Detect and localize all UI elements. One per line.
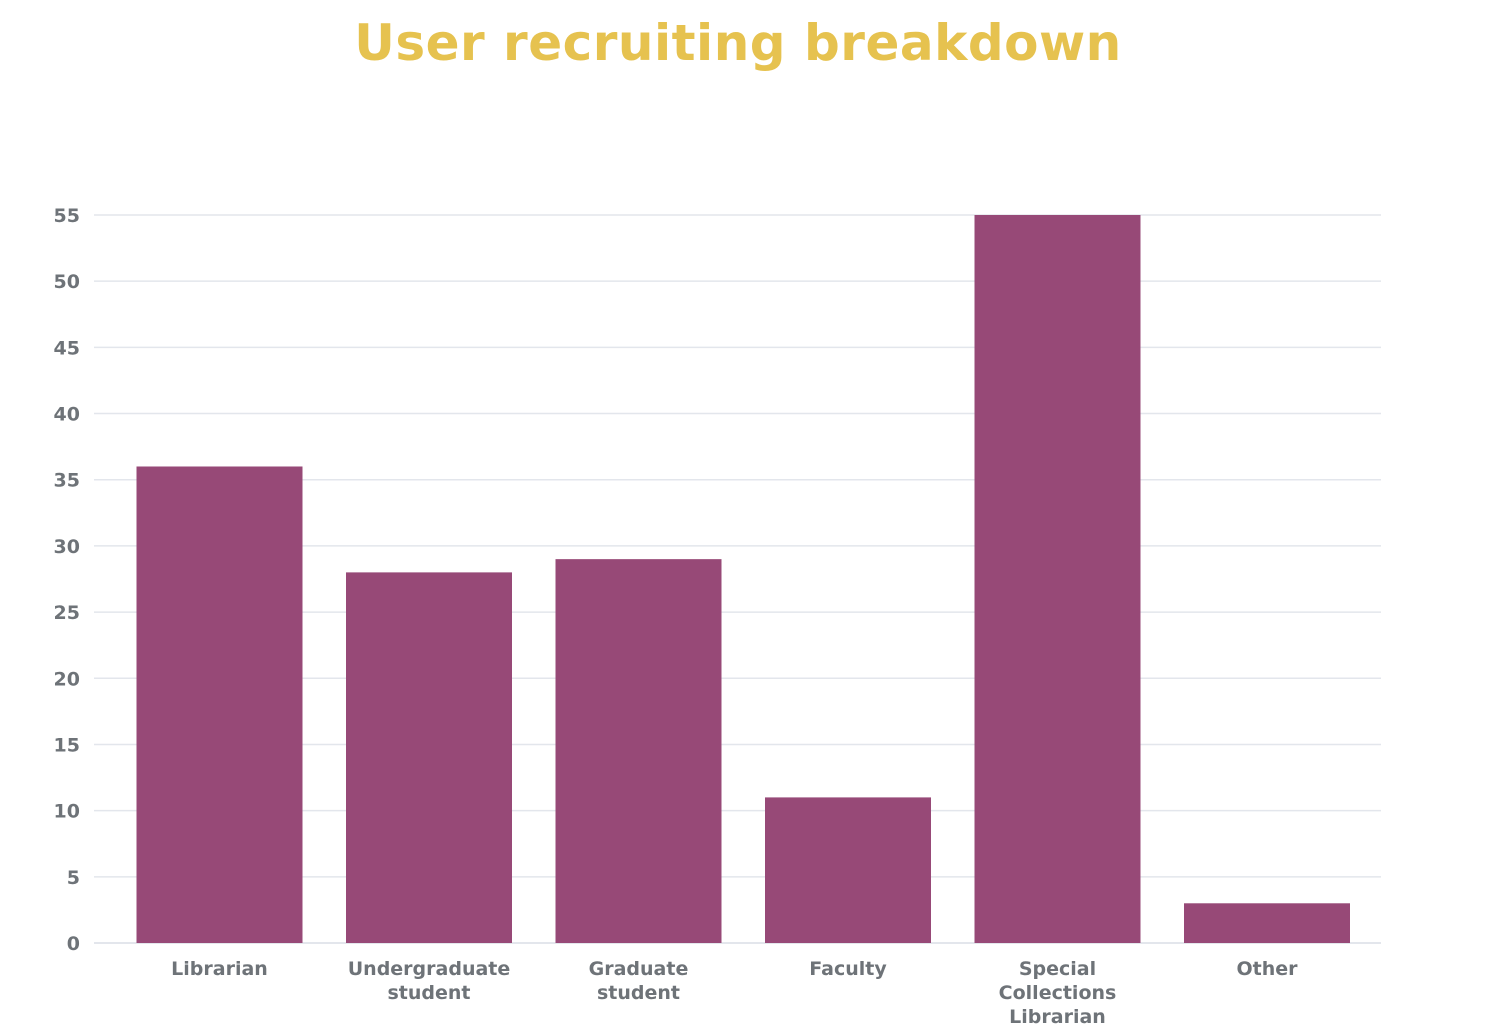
x-tick-label: Undergraduate [348,958,511,980]
y-tick-label: 55 [54,205,80,227]
y-tick-label: 20 [54,668,80,690]
x-tick-label: student [597,982,680,1004]
y-tick-label: 5 [67,867,80,889]
x-tick-label: Other [1236,958,1298,980]
y-tick-label: 35 [54,470,80,492]
y-tick-label: 50 [54,271,80,293]
x-tick-label: student [387,982,470,1004]
bar [974,215,1141,943]
y-tick-label: 0 [67,933,80,955]
bar [1184,903,1350,943]
y-tick-label: 25 [54,602,80,624]
x-tick-label: Librarian [1009,1006,1106,1028]
bar [136,466,303,943]
bars [136,215,1350,943]
bar [555,559,722,943]
y-tick-label: 10 [54,801,80,823]
bar [346,572,512,943]
x-tick-label: Collections [999,982,1117,1004]
bar [765,797,931,943]
y-tick-label: 15 [54,734,80,756]
x-tick-label: Special [1019,958,1096,980]
x-axis-labels: Librarian UndergraduatestudentGraduatestu… [171,958,1298,1028]
y-tick-label: 45 [54,337,80,359]
y-tick-label: 30 [54,536,80,558]
gridlines [94,214,1381,944]
x-tick-label: Librarian [171,958,268,980]
y-tick-label: 40 [54,404,80,426]
x-tick-label: Faculty [809,958,887,980]
x-tick-label: Graduate [589,958,689,980]
chart-title: User recruiting breakdown [354,14,1122,72]
y-axis-ticks: 0 5 10 15 20 25 30 35 40 45 50 55 [54,205,80,955]
